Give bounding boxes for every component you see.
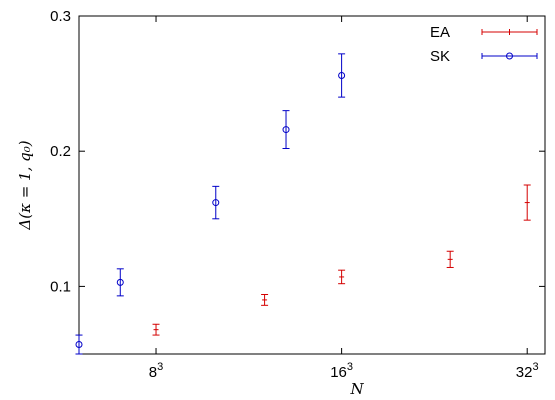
- y-tick-label: 0.1: [50, 278, 71, 295]
- data-point: [338, 269, 346, 285]
- data-point: [523, 184, 531, 221]
- data-series: [75, 53, 531, 355]
- y-tick-label: 0.2: [50, 143, 71, 160]
- legend: EA SK: [430, 24, 538, 65]
- x-tick-label: 163: [330, 361, 353, 381]
- marker-circle: [282, 126, 290, 134]
- series-sk: [75, 53, 346, 355]
- y-axis-title: Δ(κ = 1, q₀): [16, 140, 34, 230]
- y-tick-label: 0.3: [50, 8, 71, 25]
- data-point: [282, 110, 290, 149]
- marker-circle: [212, 199, 220, 207]
- marker-circle: [75, 341, 83, 349]
- x-axis-title: N: [349, 380, 364, 398]
- x-axis-ticks: 83 163 323: [149, 16, 539, 381]
- x-tick-label: 83: [149, 361, 163, 381]
- data-point: [261, 294, 269, 306]
- marker-circle: [116, 278, 124, 286]
- marker-circle: [338, 71, 346, 79]
- x-tick-label: 323: [516, 361, 539, 381]
- data-point: [446, 250, 454, 268]
- data-point: [212, 185, 220, 220]
- data-point: [75, 334, 83, 355]
- y-axis-ticks: 0.1 0.2 0.3: [50, 8, 545, 295]
- legend-label-sk: SK: [430, 48, 450, 65]
- legend-marker-circle: [506, 52, 513, 60]
- series-ea: [152, 184, 531, 336]
- data-point: [338, 53, 346, 98]
- plot-area: [78, 15, 546, 355]
- data-point: [152, 323, 160, 336]
- legend-label-ea: EA: [430, 24, 450, 41]
- data-point: [116, 268, 124, 297]
